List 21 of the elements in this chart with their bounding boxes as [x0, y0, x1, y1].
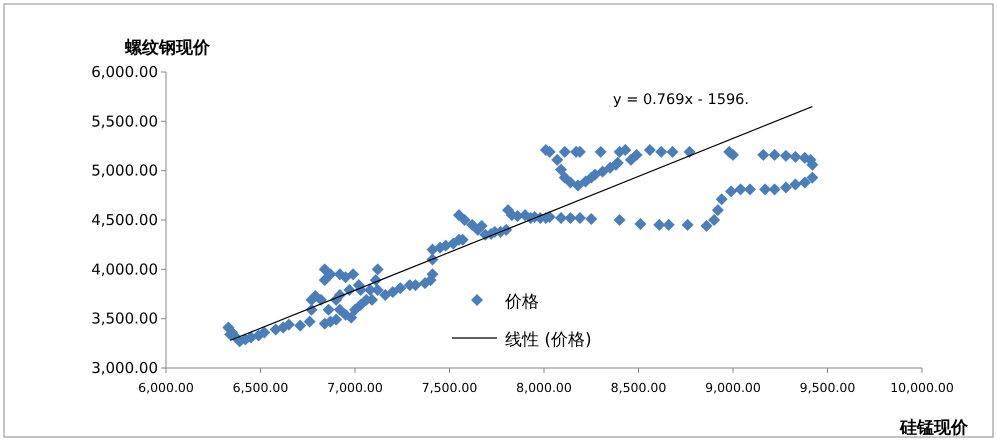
x-tick-label: 7,500.00 [422, 380, 478, 395]
annotation: y = 0.769x - 1596. [613, 92, 750, 108]
x-tick-label: 6,500.00 [232, 380, 288, 395]
x-tick-label: 7,000.00 [327, 380, 383, 395]
y-tick-label: 5,500.00 [91, 112, 158, 130]
legend-label: 线性 (价格) [505, 330, 592, 350]
y-tick-label: 6,000.00 [91, 63, 158, 81]
x-axis-title: 硅锰现价 [899, 418, 969, 438]
x-tick-label: 9,000.00 [705, 380, 761, 395]
legend-label: 价格 [504, 292, 539, 312]
y-tick-label: 5,000.00 [91, 162, 158, 180]
y-tick-label: 3,500.00 [91, 310, 158, 328]
y-tick-label: 4,000.00 [91, 260, 158, 278]
x-tick-label: 9,500.00 [800, 380, 856, 395]
y-tick-label: 4,500.00 [91, 211, 158, 229]
x-tick-label: 6,000.00 [138, 380, 194, 395]
x-tick-label: 8,000.00 [516, 380, 572, 395]
y-tick-label: 3,000.00 [91, 359, 158, 377]
y-axis-title: 螺纹钢现价 [124, 38, 211, 58]
x-tick-label: 10,000.00 [890, 380, 954, 395]
x-tick-label: 8,500.00 [610, 380, 666, 395]
